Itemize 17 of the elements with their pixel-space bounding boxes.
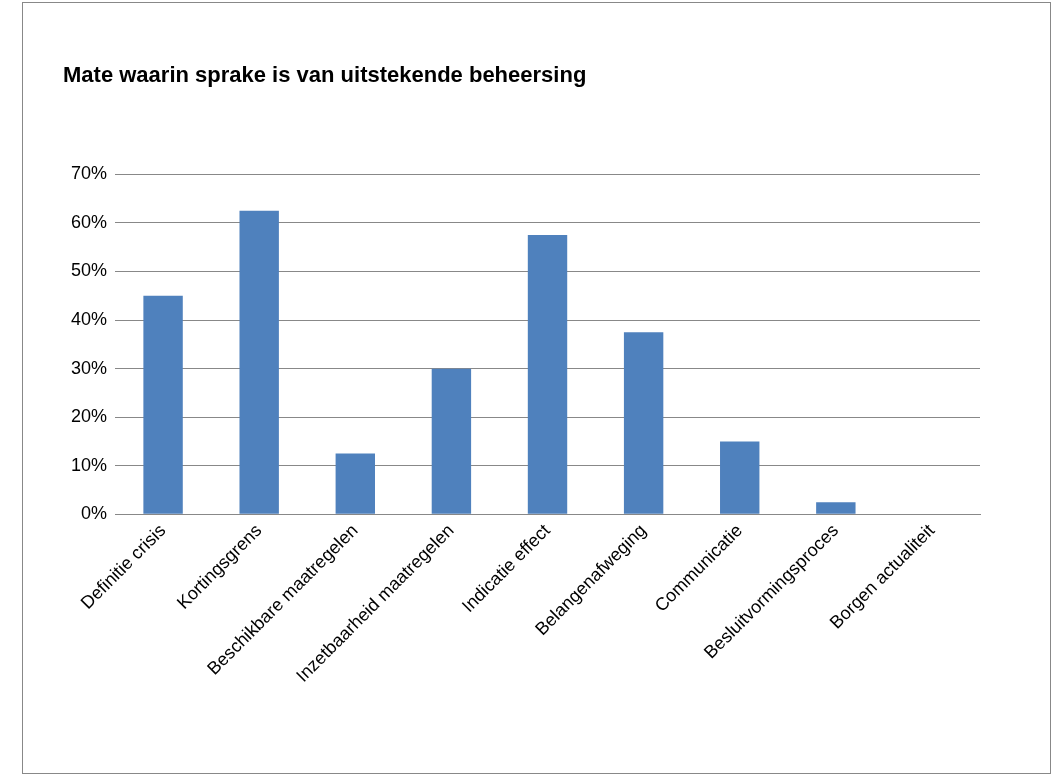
bar bbox=[335, 453, 375, 514]
y-tick-label: 60% bbox=[71, 211, 108, 232]
y-tick-label: 70% bbox=[71, 163, 108, 184]
y-tick-label: 0% bbox=[81, 503, 108, 524]
y-tick-label: 40% bbox=[71, 309, 108, 330]
bar bbox=[143, 295, 183, 514]
bar bbox=[623, 332, 664, 514]
chart-title: Mate waarin sprake is van uitstekende beheersing bbox=[63, 62, 587, 88]
y-tick-label: 30% bbox=[71, 357, 108, 378]
bar bbox=[239, 210, 279, 514]
y-tick-label: 20% bbox=[71, 406, 108, 427]
bar bbox=[431, 368, 472, 514]
y-tick-label: 50% bbox=[71, 260, 108, 281]
bar bbox=[527, 235, 568, 514]
bar bbox=[720, 441, 760, 514]
bar bbox=[816, 502, 856, 514]
y-tick-label: 10% bbox=[71, 454, 108, 475]
